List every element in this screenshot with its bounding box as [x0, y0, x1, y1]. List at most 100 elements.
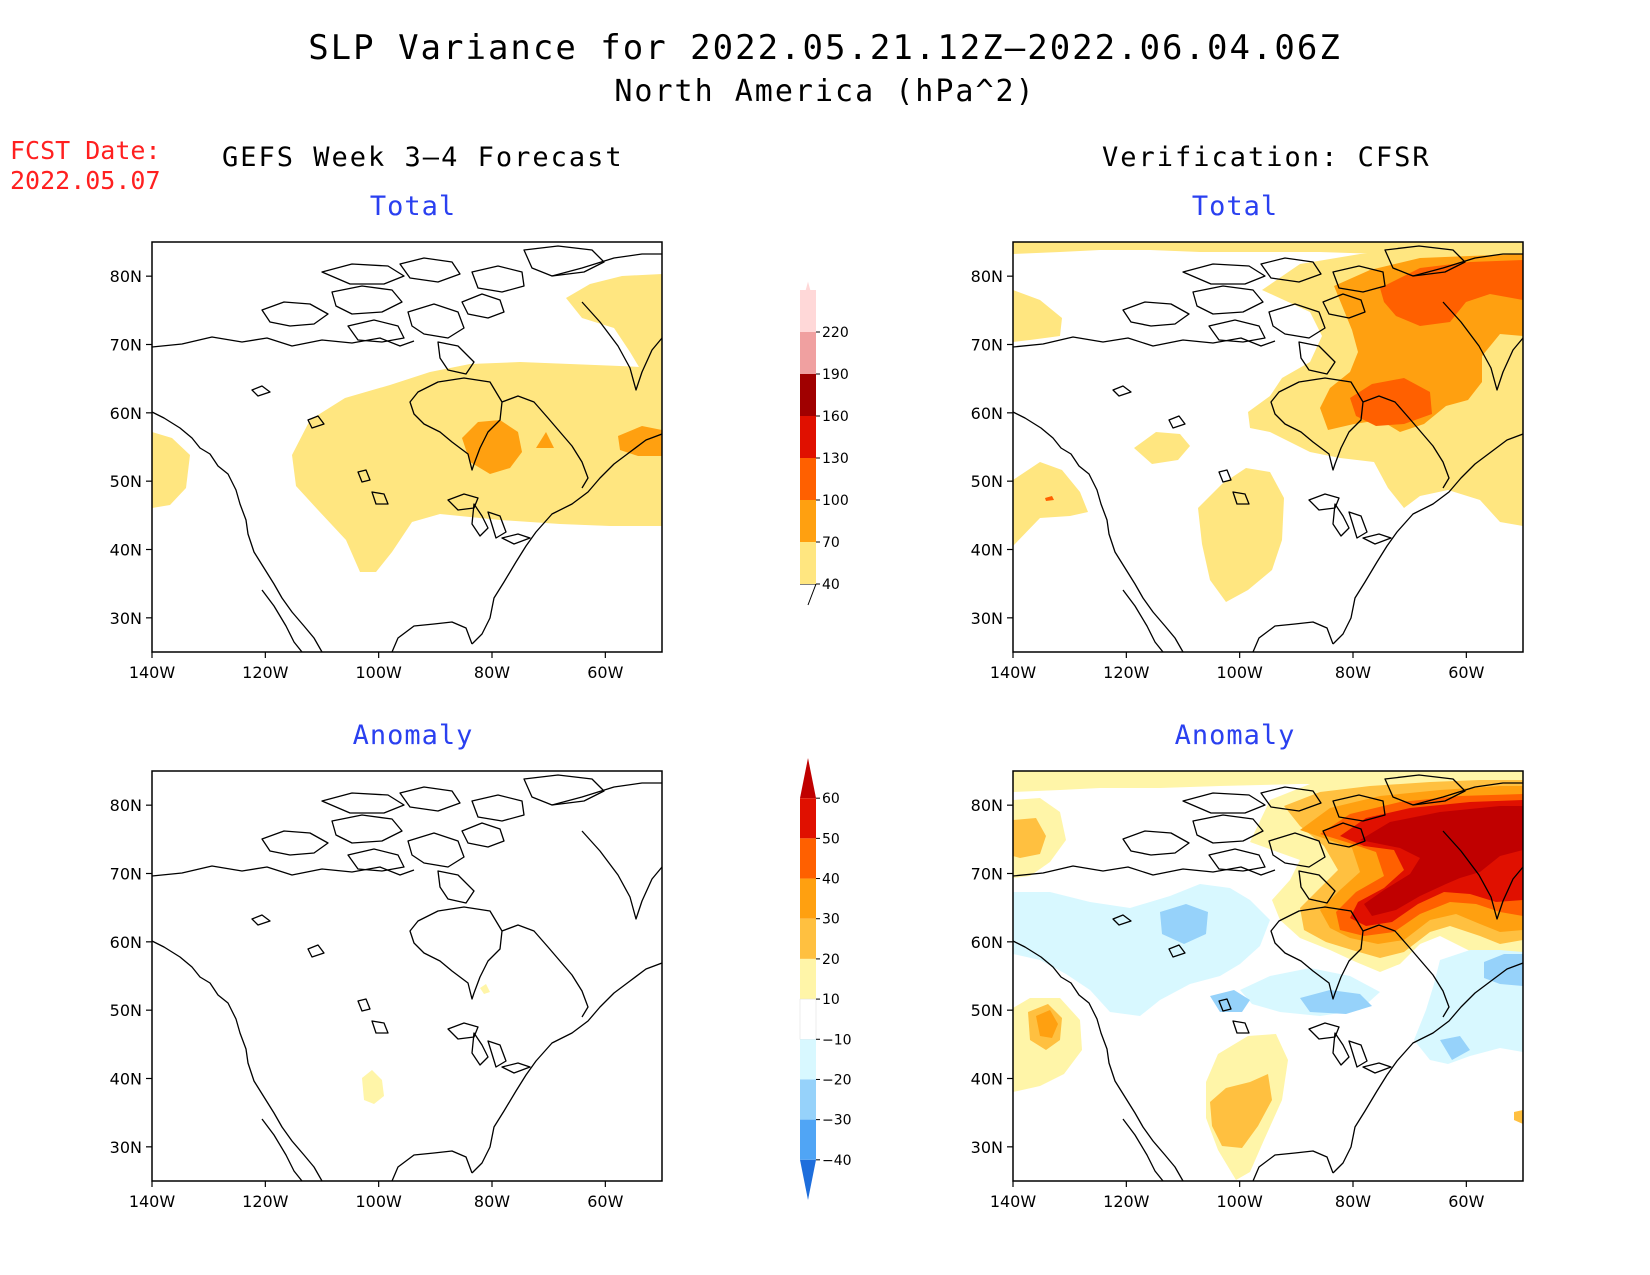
lon-tick-label: 100W [355, 1192, 402, 1211]
anomaly-colorbar-label: −40 [822, 1153, 852, 1169]
lat-tick-label: 50N [110, 1001, 142, 1020]
gefs-total-shading [152, 274, 662, 572]
anomaly-colorbar-max-arrow [800, 758, 816, 799]
lon-tick-label: 140W [990, 1192, 1037, 1211]
lat-tick-label: 60N [110, 404, 142, 423]
lat-tick-label: 30N [971, 1138, 1003, 1157]
lat-tick-label: 60N [110, 933, 142, 952]
lat-tick-label: 80N [110, 267, 142, 286]
total-colorbar-min-arrow [800, 583, 817, 606]
cfsr-column-heading: Verification: CFSR [1102, 142, 1431, 173]
total-colorbar-max-arrow [800, 281, 816, 311]
lon-tick-label: 140W [129, 1192, 176, 1211]
lon-tick-label: 120W [242, 663, 289, 682]
lon-tick-label: 60W [1448, 663, 1484, 682]
anomaly-colorbar-swatch [800, 1039, 816, 1080]
gefs-total-title: Total [369, 191, 457, 222]
cfsr-anomaly-map [1012, 770, 1524, 1182]
lon-tick-label: 80W [1335, 1192, 1371, 1211]
cfsr-anomaly-frame [1012, 770, 1524, 1182]
total-colorbar-swatch [800, 500, 816, 542]
anomaly-colorbar-swatch [799, 998, 817, 1040]
lat-tick-label: 80N [971, 267, 1003, 286]
lat-tick-label: 40N [110, 541, 142, 560]
total-colorbar-swatch [800, 374, 816, 416]
anomaly-colorbar-label: 30 [822, 912, 840, 928]
lon-tick-label: 120W [242, 1192, 289, 1211]
lon-tick-label: 60W [587, 1192, 623, 1211]
cfsr-total-title: Total [1191, 191, 1279, 222]
total-colorbar-label: 40 [822, 577, 840, 593]
total-colorbar-label: 100 [822, 493, 849, 509]
anomaly-colorbar-swatch [800, 958, 816, 1000]
anomaly-colorbar-min-arrow [800, 1159, 816, 1200]
lat-tick-label: 70N [110, 336, 142, 355]
lat-tick-label: 70N [110, 865, 142, 884]
cfsr-total-map [1012, 241, 1524, 653]
lat-tick-label: 50N [110, 472, 142, 491]
anomaly-colorbar-swatch [800, 838, 816, 879]
lon-tick-label: 100W [1216, 663, 1263, 682]
lat-tick-label: 80N [110, 796, 142, 815]
lat-tick-label: 70N [971, 336, 1003, 355]
anomaly-colorbar-label: 50 [822, 831, 840, 847]
lon-tick-label: 120W [1103, 1192, 1150, 1211]
gefs-anomaly-axes: 80N 70N 60N 50N 40N 30N 140W 120W 100W 80W 60W [110, 796, 624, 1211]
lon-tick-label: 60W [1448, 1192, 1484, 1211]
anomaly-colorbar-label: −10 [822, 1032, 852, 1048]
cfsr-anomaly-shading [1013, 771, 1523, 1180]
anomaly-colorbar-label: −30 [822, 1113, 852, 1129]
total-colorbar-swatch [800, 458, 816, 500]
lon-tick-label: 80W [1335, 663, 1371, 682]
lat-tick-label: 60N [971, 933, 1003, 952]
anomaly-colorbar-label: 60 [822, 791, 840, 807]
anomaly-colorbar-label: 20 [822, 952, 840, 968]
forecast-date-caption: FCST Date: [10, 136, 161, 165]
gefs-total-axes: 80N 70N 60N 50N 40N 30N 140W 120W 100W 80W 60W [110, 267, 624, 682]
lat-tick-label: 50N [971, 1001, 1003, 1020]
gefs-anomaly-shading [362, 984, 490, 1104]
gefs-anomaly-frame [151, 770, 663, 1182]
figure-title: SLP Variance for 2022.05.21.12Z–2022.06.… [308, 28, 1342, 68]
lat-tick-label: 30N [971, 609, 1003, 628]
lon-tick-label: 100W [1216, 1192, 1263, 1211]
total-colorbar-swatch [800, 416, 816, 458]
anomaly-colorbar-swatch [800, 878, 816, 919]
total-colorbar-label: 130 [822, 451, 849, 467]
cfsr-anomaly-title: Anomaly [1174, 720, 1296, 751]
lon-tick-label: 80W [474, 1192, 510, 1211]
total-colorbar-label: 160 [822, 409, 849, 425]
anomaly-colorbar-swatch [800, 1079, 816, 1120]
anomaly-colorbar-swatch [800, 918, 816, 959]
gefs-anomaly-frame-bg [152, 771, 662, 1181]
lat-tick-label: 40N [971, 1070, 1003, 1089]
lon-tick-label: 140W [990, 663, 1037, 682]
anomaly-colorbar: 60 50 40 30 20 10 −10 −20 −30 −40 [799, 758, 852, 1200]
lat-tick-label: 50N [971, 472, 1003, 491]
total-colorbar: 40 70 100 130 160 190 220 [800, 281, 849, 606]
anomaly-colorbar-swatch [800, 1119, 816, 1160]
lat-tick-label: 40N [110, 1070, 142, 1089]
lon-tick-label: 140W [129, 663, 176, 682]
anomaly-colorbar-label: 40 [822, 872, 840, 888]
lat-tick-label: 30N [110, 609, 142, 628]
gefs-anomaly-title: Anomaly [352, 720, 474, 751]
forecast-date-value: 2022.05.07 [10, 166, 161, 195]
anomaly-colorbar-label: 10 [822, 992, 840, 1008]
anomaly-colorbar-label: −20 [822, 1072, 852, 1088]
total-colorbar-label: 190 [822, 367, 849, 383]
cfsr-total-frame [1012, 241, 1524, 653]
figure-subtitle: North America (hPa^2) [614, 74, 1036, 109]
anomaly-colorbar-swatch [800, 798, 816, 839]
lon-tick-label: 60W [587, 663, 623, 682]
cfsr-total-axes: 80N 70N 60N 50N 40N 30N 140W 120W 100W 80W 60W [971, 267, 1485, 682]
lon-tick-label: 80W [474, 663, 510, 682]
map-axes: 80N 70N 60N 50N 40N 30N 140W 120W 100W 80W 60W 80N 7… [110, 267, 1485, 1211]
gefs-total-map [151, 241, 663, 653]
cfsr-anomaly-axes: 80N 70N 60N 50N 40N 30N 140W 120W 100W 80W 60W [971, 796, 1485, 1211]
total-colorbar-swatch [800, 332, 816, 374]
lat-tick-label: 40N [971, 541, 1003, 560]
lon-tick-label: 120W [1103, 663, 1150, 682]
lat-tick-label: 30N [110, 1138, 142, 1157]
